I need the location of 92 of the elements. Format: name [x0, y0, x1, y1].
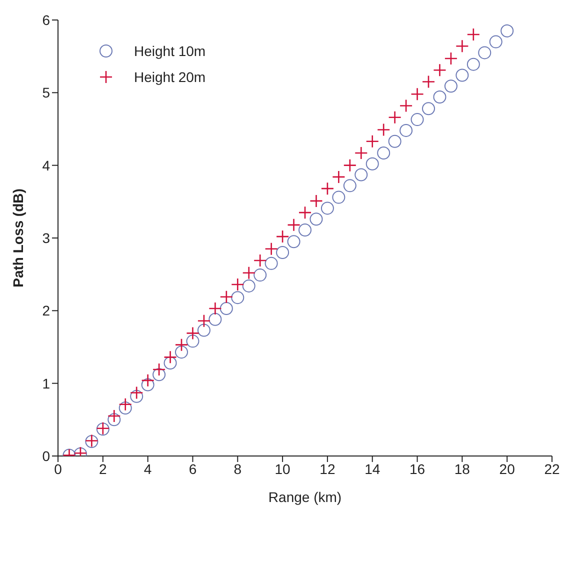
y-tick-label: 1	[42, 375, 50, 392]
point	[276, 230, 290, 244]
x-axis-title: Range (km)	[268, 489, 342, 505]
point	[444, 80, 458, 93]
x-tick-label: 18	[454, 460, 470, 477]
point	[242, 279, 256, 292]
point	[366, 157, 379, 170]
point	[164, 350, 177, 364]
point	[141, 378, 154, 392]
point	[174, 338, 188, 352]
point	[231, 291, 244, 304]
point	[197, 314, 211, 328]
legend-label: Height 10m	[134, 43, 206, 59]
point	[287, 235, 300, 248]
point	[422, 75, 436, 88]
point	[298, 206, 312, 220]
x-tick-label: 8	[234, 460, 242, 477]
point	[164, 356, 177, 370]
x-tick-label: 12	[320, 460, 336, 477]
point	[186, 334, 200, 348]
point	[175, 346, 188, 359]
point	[186, 326, 200, 340]
point	[456, 40, 469, 53]
point	[422, 102, 435, 116]
point	[242, 266, 256, 280]
point	[264, 242, 278, 256]
y-axis-title: Path Loss (dB)	[10, 188, 26, 288]
x-tick-label: 10	[274, 460, 291, 477]
y-tick-label: 4	[42, 157, 50, 174]
x-tick-label: 14	[364, 460, 380, 477]
legend-label: Height 20m	[134, 69, 206, 85]
point	[118, 402, 132, 415]
point	[208, 312, 222, 326]
point	[220, 290, 234, 304]
point	[376, 123, 390, 136]
point	[444, 52, 458, 66]
point	[310, 212, 323, 226]
x-tick-label: 16	[409, 460, 426, 477]
point	[141, 374, 154, 388]
point	[343, 158, 357, 172]
y-tick-label: 5	[42, 84, 50, 101]
point	[354, 146, 368, 160]
y-tick-label: 2	[42, 302, 50, 319]
point	[377, 146, 390, 160]
point	[264, 256, 278, 270]
point	[107, 409, 121, 423]
point	[332, 190, 346, 204]
point	[388, 110, 402, 124]
point	[220, 302, 233, 315]
x-tick-label: 0	[54, 460, 62, 477]
point	[130, 390, 144, 403]
x-tick-label: 2	[99, 460, 108, 477]
point	[489, 35, 502, 48]
x-tick-label: 6	[188, 460, 197, 477]
point	[332, 170, 346, 184]
point	[108, 413, 121, 426]
point	[456, 68, 469, 82]
point	[366, 134, 380, 148]
y-tick-label: 3	[42, 230, 50, 246]
point	[230, 278, 244, 292]
y-tick-label: 0	[42, 448, 50, 464]
point	[410, 87, 424, 101]
point	[433, 63, 446, 77]
point	[343, 179, 356, 192]
x-tick-label: 22	[544, 460, 560, 477]
point	[478, 46, 492, 60]
point	[354, 168, 368, 182]
point	[399, 99, 413, 112]
point	[410, 113, 424, 126]
y-tick-label: 6	[42, 12, 50, 28]
point	[208, 302, 222, 316]
point	[388, 134, 402, 148]
point	[433, 90, 446, 104]
point	[400, 124, 413, 137]
point	[466, 58, 480, 71]
point	[310, 194, 323, 208]
point	[253, 254, 267, 268]
point	[118, 398, 132, 412]
x-tick-label: 20	[499, 460, 516, 477]
point	[320, 202, 334, 215]
point	[152, 368, 166, 382]
point	[152, 362, 166, 376]
point	[197, 324, 210, 337]
point	[287, 218, 300, 232]
point	[298, 224, 312, 237]
point	[466, 28, 480, 42]
x-tick-label: 4	[144, 460, 152, 477]
point	[276, 246, 290, 260]
point	[320, 182, 334, 196]
point	[130, 386, 144, 400]
point	[500, 24, 514, 38]
point	[254, 268, 267, 282]
